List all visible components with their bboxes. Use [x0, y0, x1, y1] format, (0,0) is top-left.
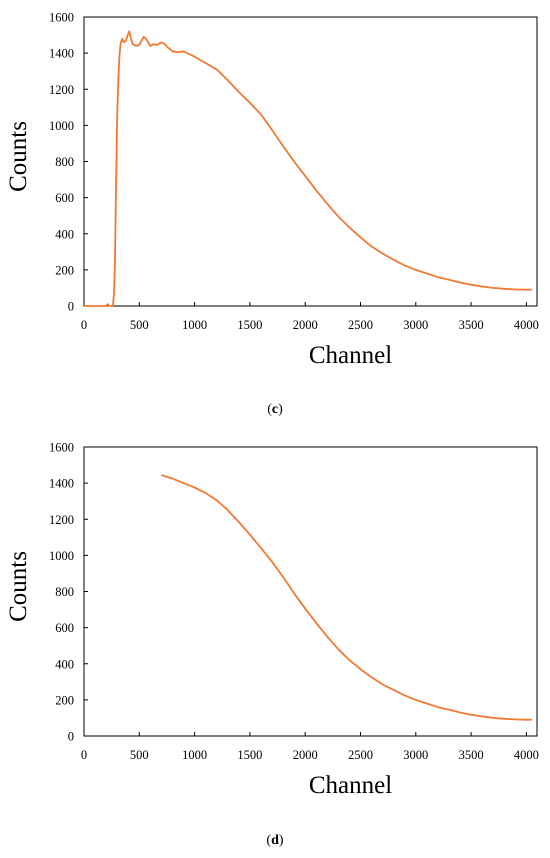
x-tick-label: 2000: [293, 318, 318, 332]
y-tick-label: 1400: [49, 47, 74, 61]
y-tick-label: 200: [55, 263, 74, 277]
x-tick-label: 1500: [237, 748, 262, 762]
y-tick-label: 0: [68, 300, 74, 314]
x-axis-title: Channel: [309, 772, 392, 799]
y-tick-label: 1200: [49, 513, 74, 527]
x-tick-label: 3000: [403, 318, 428, 332]
x-tick-label: 3500: [459, 748, 484, 762]
panel-caption-d: (d): [266, 833, 284, 848]
series-line: [161, 474, 532, 721]
panel-caption-c-letter: c: [271, 402, 279, 417]
y-tick-label: 400: [55, 227, 74, 241]
plot-area-frame: [83, 16, 538, 307]
y-tick-label: 400: [55, 657, 74, 671]
x-tick-label: 0: [81, 748, 87, 762]
x-tick-label: 1500: [237, 318, 262, 332]
y-tick-label: 200: [55, 693, 74, 707]
x-tick-label: 4000: [514, 748, 539, 762]
y-tick-label: 600: [55, 191, 74, 205]
x-tick-label: 2000: [293, 748, 318, 762]
y-tick-label: 1000: [49, 549, 74, 563]
y-tick-label: 800: [55, 585, 74, 599]
x-tick-label: 2500: [348, 318, 373, 332]
x-tick-label: 500: [130, 748, 149, 762]
x-tick-label: 1000: [182, 318, 207, 332]
y-tick-label: 1000: [49, 119, 74, 133]
panel-caption-d-letter: d: [271, 833, 279, 848]
x-tick-label: 3500: [459, 318, 484, 332]
plot-area-frame: [83, 446, 538, 737]
x-tick-label: 500: [130, 318, 149, 332]
y-tick-label: 1200: [49, 83, 74, 97]
series-line: [84, 30, 532, 307]
y-axis-title: Counts: [5, 121, 32, 192]
chart-panel-d: 0 200 400 600 800 1000 1200 1400 1600 0 500 1000 150…: [5, 441, 539, 800]
y-tick-label: 1600: [49, 441, 74, 455]
x-tick-label: 3000: [403, 748, 428, 762]
y-tick-label: 1600: [49, 11, 74, 25]
x-tick-label: 4000: [514, 318, 539, 332]
y-tick-label: 600: [55, 621, 74, 635]
y-tick-label: 800: [55, 155, 74, 169]
y-axis-title: Counts: [5, 551, 32, 622]
y-tick-label: 0: [68, 730, 74, 744]
x-tick-label: 2500: [348, 748, 373, 762]
chart-panel-c: 0 200 400 600 800 1000 1200 1400 1600 0 500 1000 150…: [5, 11, 539, 370]
x-tick-label: 0: [81, 318, 87, 332]
x-tick-label: 1000: [182, 748, 207, 762]
y-tick-label: 1400: [49, 477, 74, 491]
panel-caption-c: (c): [267, 402, 283, 417]
x-axis-title: Channel: [309, 342, 392, 369]
